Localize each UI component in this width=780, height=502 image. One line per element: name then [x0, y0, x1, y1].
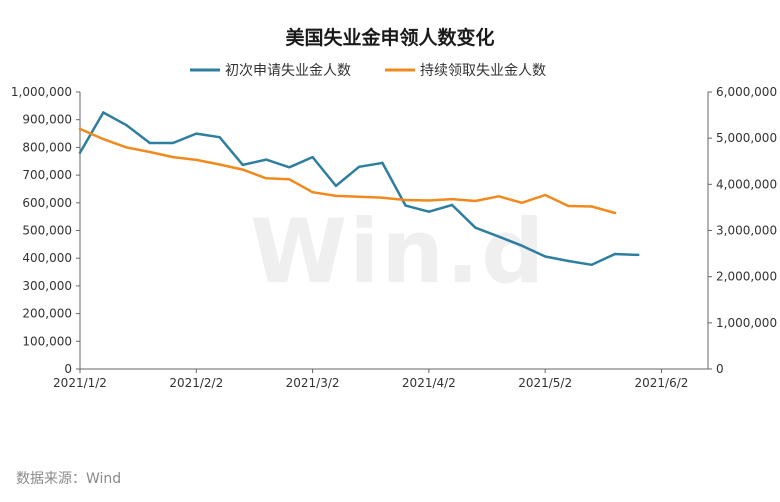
data-point-continuing-claims	[264, 177, 268, 180]
data-point-continuing-claims	[544, 193, 547, 197]
left-y-tick-label: 800,000	[22, 140, 72, 154]
data-point-continuing-claims	[567, 204, 570, 208]
data-point-continuing-claims	[311, 191, 314, 194]
data-point-initial-claims	[195, 132, 198, 135]
data-point-initial-claims	[427, 210, 431, 213]
data-point-initial-claims	[474, 226, 477, 229]
left-y-tick-label: 400,000	[22, 251, 72, 265]
x-tick-label: 2021/2/2	[169, 376, 223, 390]
left-y-tick-label: 500,000	[22, 224, 72, 238]
data-point-continuing-claims	[520, 201, 524, 204]
data-point-initial-claims	[288, 166, 291, 169]
x-tick-label: 2021/4/2	[402, 376, 456, 390]
data-point-initial-claims	[381, 161, 384, 165]
chart-title: 美国失业金申领人数变化	[285, 26, 494, 49]
data-point-initial-claims	[497, 235, 500, 238]
data-point-initial-claims	[78, 151, 82, 154]
data-point-continuing-claims	[334, 194, 338, 198]
data-point-continuing-claims	[613, 211, 617, 215]
source-note: 数据来源：Wind	[16, 471, 122, 487]
data-point-initial-claims	[218, 136, 221, 139]
data-point-initial-claims	[102, 111, 105, 114]
data-point-initial-claims	[637, 253, 640, 257]
right-y-tick-label: 4,000,000	[716, 177, 777, 191]
left-y-tick-label: 100,000	[22, 334, 72, 348]
data-point-continuing-claims	[450, 197, 454, 201]
left-y-tick-label: 600,000	[22, 196, 72, 210]
left-y-tick-label: 0	[64, 362, 72, 376]
left-y-tick-label: 300,000	[22, 279, 72, 293]
x-tick-label: 2021/3/2	[286, 376, 340, 390]
data-point-initial-claims	[567, 259, 570, 263]
data-point-continuing-claims	[497, 195, 500, 198]
data-point-continuing-claims	[195, 158, 198, 162]
data-point-initial-claims	[241, 163, 244, 167]
data-point-initial-claims	[357, 165, 361, 168]
data-point-initial-claims	[264, 158, 268, 161]
data-point-initial-claims	[311, 155, 314, 159]
data-point-initial-claims	[148, 141, 151, 145]
data-point-continuing-claims	[102, 137, 105, 141]
left-y-tick-label: 200,000	[22, 307, 72, 321]
right-y-tick-label: 5,000,000	[716, 131, 777, 145]
legend-label-initial-claims: 初次申请失业金人数	[225, 62, 351, 79]
data-point-continuing-claims	[288, 178, 291, 181]
left-y-tick-label: 1,000,000	[11, 85, 72, 99]
right-y-tick-label: 1,000,000	[716, 316, 777, 330]
data-point-continuing-claims	[148, 150, 151, 154]
data-point-initial-claims	[334, 184, 338, 188]
left-y-tick-label: 700,000	[22, 168, 72, 182]
data-point-continuing-claims	[218, 163, 221, 166]
data-point-continuing-claims	[78, 127, 82, 131]
left-y-tick-label: 900,000	[22, 113, 72, 127]
left-y-axis-ticks: 1,000,000 900,000 800,000 700,000 600,000 500…	[11, 85, 80, 376]
data-point-initial-claims	[450, 203, 454, 207]
right-y-tick-label: 0	[716, 362, 724, 376]
data-point-continuing-claims	[474, 199, 477, 203]
right-y-axis-ticks: 6,000,000 5,000,000 4,000,000 3,000,000 2,00…	[708, 85, 777, 376]
data-point-continuing-claims	[427, 199, 431, 202]
watermark: Win.d	[250, 200, 546, 303]
data-point-initial-claims	[125, 124, 128, 127]
legend: 初次申请失业金人数 持续领取失业金人数	[190, 62, 546, 79]
right-y-tick-label: 3,000,000	[716, 224, 777, 238]
right-y-tick-label: 6,000,000	[716, 85, 777, 99]
data-point-initial-claims	[520, 244, 524, 247]
data-point-initial-claims	[613, 252, 617, 256]
series-line-continuing-claims	[78, 127, 617, 215]
data-point-continuing-claims	[171, 155, 175, 159]
data-point-continuing-claims	[381, 196, 384, 199]
data-point-initial-claims	[404, 204, 407, 207]
x-axis-ticks: 2021/1/2 2021/2/2 2021/3/2 2021/4/2 2021/5/2…	[53, 369, 688, 390]
data-point-continuing-claims	[357, 195, 361, 198]
x-tick-label: 2021/5/2	[518, 376, 572, 390]
x-tick-label: 2021/6/2	[635, 376, 689, 390]
series-layer	[78, 111, 640, 267]
data-point-continuing-claims	[404, 198, 407, 202]
data-point-initial-claims	[590, 263, 593, 266]
data-point-initial-claims	[544, 255, 547, 258]
legend-label-continuing-claims: 持续领取失业金人数	[420, 62, 546, 79]
data-point-continuing-claims	[241, 168, 244, 171]
data-point-continuing-claims	[590, 205, 593, 208]
data-point-continuing-claims	[125, 146, 128, 149]
right-y-tick-label: 2,000,000	[716, 270, 777, 284]
data-point-initial-claims	[171, 141, 175, 145]
x-tick-label: 2021/1/2	[53, 376, 107, 390]
